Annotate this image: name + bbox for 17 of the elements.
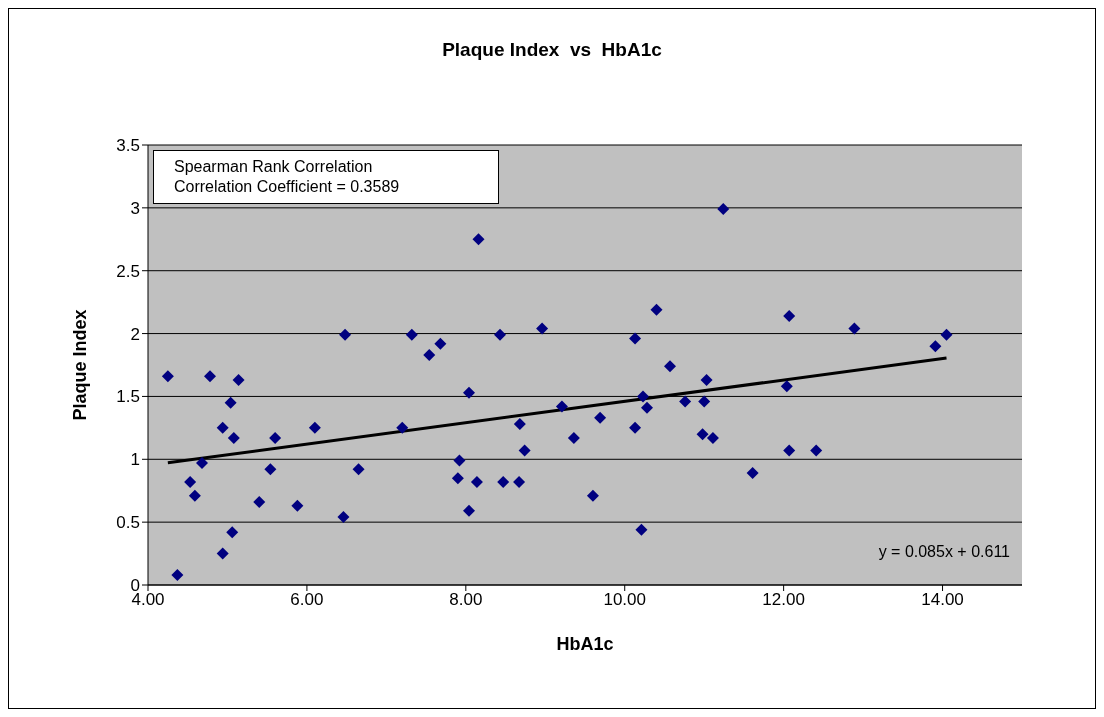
y-tick-label: 3	[130, 198, 140, 218]
y-tick-label: 0.5	[116, 513, 140, 533]
x-tick-label: 14.00	[921, 590, 964, 610]
y-tick-label: 2.5	[116, 261, 140, 281]
y-axis-title: Plaque Index	[70, 309, 91, 421]
y-tick-label: 3.5	[116, 136, 140, 156]
x-tick-label: 6.00	[290, 590, 324, 610]
y-tick-label: 1.5	[116, 387, 140, 407]
x-tick-label: 10.00	[603, 590, 646, 610]
text-box: Spearman Rank Correlation Correlation Coefficient = 0.3589	[153, 150, 499, 204]
annotation: y = 0.085x + 0.611	[878, 543, 1010, 561]
x-tick-label: 8.00	[449, 590, 483, 610]
y-tick-label: 1	[130, 450, 140, 470]
x-axis-title: HbA1c	[556, 633, 614, 654]
y-tick-label: 2	[130, 324, 140, 344]
x-tick-label: 12.00	[762, 590, 805, 610]
chart-title: Plaque Index vs HbA1c	[441, 39, 663, 61]
